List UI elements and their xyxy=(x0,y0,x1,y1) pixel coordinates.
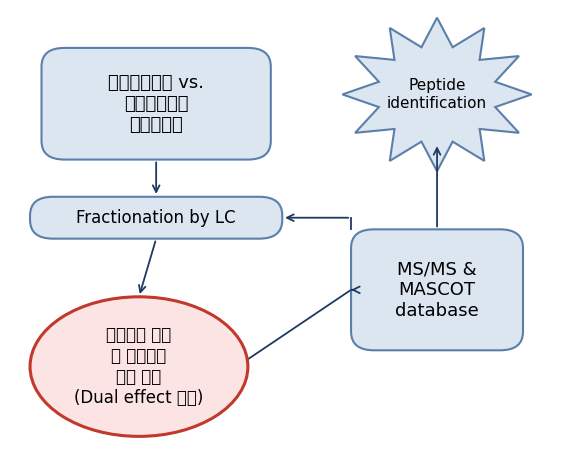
Text: Peptide
identification: Peptide identification xyxy=(387,78,487,110)
Ellipse shape xyxy=(30,297,248,436)
FancyBboxPatch shape xyxy=(41,48,271,160)
Polygon shape xyxy=(343,18,532,171)
FancyBboxPatch shape xyxy=(351,229,523,351)
Text: 거핵전구세포 vs.
분화거핵세포
세포배양액: 거핵전구세포 vs. 분화거핵세포 세포배양액 xyxy=(108,74,204,133)
FancyBboxPatch shape xyxy=(30,197,282,239)
Text: 조골세포 생존
및 파골세포
분화 평가
(Dual effect 확인): 조골세포 생존 및 파골세포 분화 평가 (Dual effect 확인) xyxy=(74,326,204,407)
Text: MS/MS &
MASCOT
database: MS/MS & MASCOT database xyxy=(395,260,479,320)
Text: Fractionation by LC: Fractionation by LC xyxy=(77,209,236,227)
